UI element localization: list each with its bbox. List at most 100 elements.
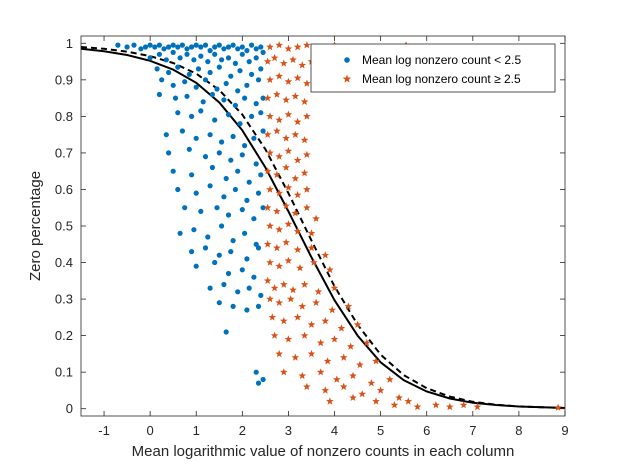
data-point bbox=[219, 139, 225, 145]
data-point bbox=[275, 349, 283, 358]
data-point bbox=[244, 82, 250, 88]
data-point bbox=[244, 48, 250, 54]
data-point bbox=[266, 185, 274, 193]
data-point bbox=[390, 401, 399, 409]
data-point bbox=[244, 256, 250, 262]
data-point bbox=[189, 249, 195, 255]
data-point bbox=[266, 148, 274, 157]
data-point bbox=[246, 285, 252, 291]
data-point bbox=[263, 240, 272, 248]
data-point bbox=[115, 42, 121, 48]
data-point bbox=[242, 230, 248, 236]
data-point bbox=[300, 169, 309, 177]
legend: Mean log nonzero count < 2.5 Mean log no… bbox=[310, 43, 556, 93]
data-point bbox=[191, 227, 197, 233]
data-point bbox=[237, 68, 243, 74]
data-point bbox=[225, 212, 232, 218]
data-point bbox=[293, 313, 302, 321]
data-point bbox=[432, 401, 440, 409]
data-point bbox=[193, 42, 199, 48]
data-point bbox=[314, 287, 323, 295]
data-point bbox=[207, 132, 213, 138]
data-point bbox=[291, 174, 300, 182]
data-point bbox=[284, 147, 293, 155]
data-point bbox=[219, 57, 225, 63]
y-tick-label: 0.8 bbox=[55, 109, 73, 124]
data-point bbox=[346, 342, 355, 350]
x-axis-label: Mean logarithmic value of nonzero counts… bbox=[132, 443, 515, 460]
data-point bbox=[179, 128, 185, 134]
data-point bbox=[242, 95, 248, 101]
data-point bbox=[202, 77, 209, 83]
data-point bbox=[244, 307, 250, 313]
data-point bbox=[166, 69, 172, 76]
data-point bbox=[255, 303, 262, 309]
data-point bbox=[189, 44, 195, 50]
data-point bbox=[225, 44, 232, 50]
data-point bbox=[266, 43, 274, 51]
data-point bbox=[193, 84, 199, 90]
data-point bbox=[239, 267, 245, 273]
data-point bbox=[367, 379, 376, 387]
y-tick-label: 0.5 bbox=[55, 219, 73, 234]
data-point bbox=[179, 42, 185, 48]
axes bbox=[80, 35, 566, 417]
data-point bbox=[266, 75, 274, 84]
data-point bbox=[282, 134, 290, 142]
data-point bbox=[473, 402, 482, 411]
data-point bbox=[260, 376, 266, 383]
data-point bbox=[239, 152, 245, 158]
data-point bbox=[282, 201, 290, 210]
data-point bbox=[356, 360, 364, 369]
data-point bbox=[172, 95, 179, 101]
x-tick-label: -1 bbox=[98, 423, 110, 438]
data-point bbox=[260, 49, 266, 56]
data-point bbox=[170, 49, 176, 56]
data-point bbox=[273, 207, 281, 215]
data-point bbox=[372, 357, 380, 365]
data-point bbox=[253, 101, 259, 107]
data-point bbox=[270, 53, 279, 62]
data-point bbox=[263, 57, 272, 65]
data-point bbox=[163, 132, 169, 138]
data-point bbox=[221, 281, 227, 288]
data-point bbox=[263, 203, 272, 211]
data-point bbox=[326, 265, 334, 274]
data-point bbox=[193, 190, 199, 196]
data-point bbox=[307, 349, 316, 358]
data-point bbox=[159, 77, 165, 83]
data-point bbox=[253, 161, 259, 167]
legend-star-marker bbox=[342, 74, 352, 83]
data-point bbox=[253, 46, 259, 52]
data-point bbox=[303, 382, 311, 390]
data-point bbox=[291, 209, 300, 217]
data-point bbox=[284, 44, 293, 52]
data-point bbox=[212, 51, 218, 57]
data-point bbox=[353, 320, 362, 328]
data-point bbox=[323, 357, 332, 365]
data-point bbox=[223, 329, 229, 335]
data-point bbox=[300, 331, 309, 339]
data-point bbox=[273, 170, 281, 179]
data-point bbox=[230, 238, 236, 244]
data-point bbox=[270, 331, 279, 339]
y-tick-label: 0.6 bbox=[55, 182, 73, 197]
data-point bbox=[258, 292, 264, 298]
data-point bbox=[198, 44, 204, 50]
data-point bbox=[214, 205, 220, 211]
data-point bbox=[303, 185, 311, 193]
data-point bbox=[273, 243, 281, 252]
fit-curves bbox=[80, 46, 566, 409]
data-point bbox=[328, 306, 336, 314]
data-point bbox=[270, 284, 279, 292]
legend-marker-star bbox=[342, 74, 352, 83]
data-point bbox=[253, 55, 259, 61]
data-point bbox=[333, 375, 341, 383]
data-point bbox=[163, 57, 169, 63]
data-point bbox=[177, 55, 183, 61]
data-point bbox=[263, 276, 272, 284]
data-point bbox=[307, 320, 316, 328]
data-point bbox=[207, 285, 213, 291]
data-point bbox=[263, 167, 272, 175]
plot-background bbox=[81, 36, 565, 416]
